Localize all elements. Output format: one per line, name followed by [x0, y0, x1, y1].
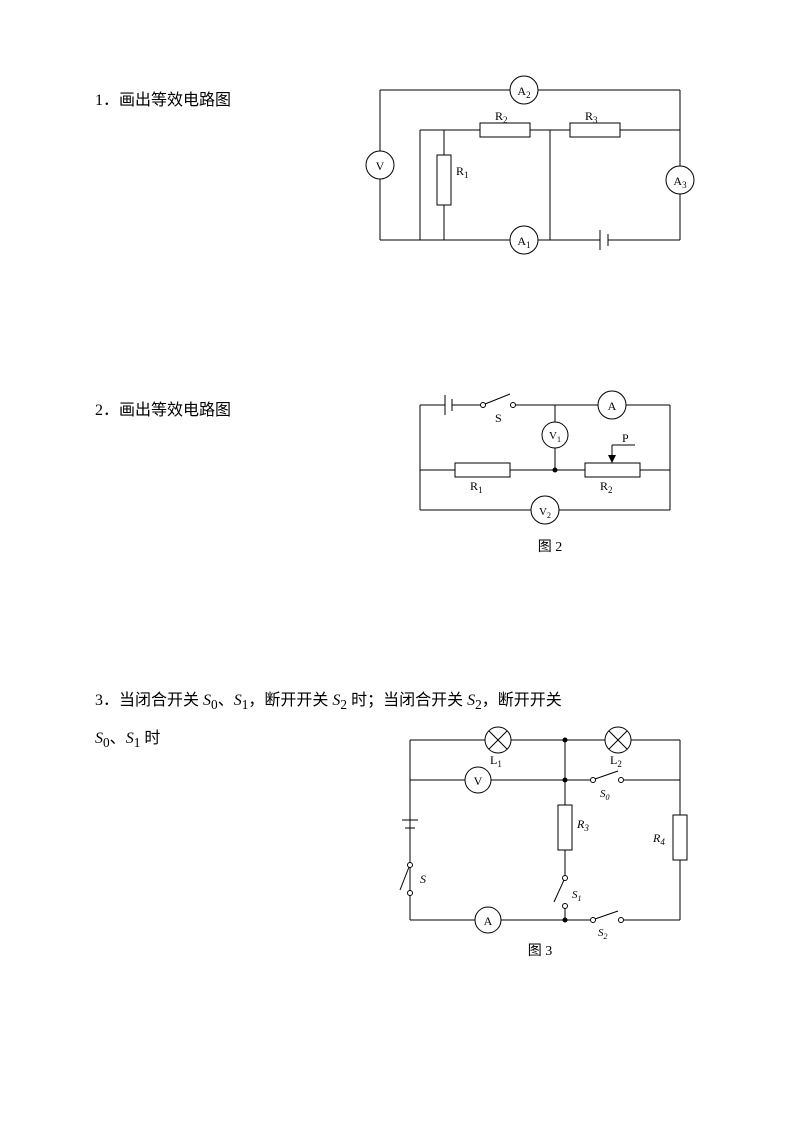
v-label: V	[474, 774, 483, 788]
s1-label: S1	[572, 889, 582, 903]
problem2-body: 画出等效电路图	[119, 402, 231, 419]
l1-label: L1	[490, 753, 502, 769]
s0-label: S0	[600, 788, 610, 802]
circuit3-diagram: L1 L2 V S0 R3 R4 S A S1 S2	[390, 720, 700, 950]
r2-label: R2	[600, 479, 613, 495]
r1-label: R1	[456, 164, 469, 180]
problem3-number: 3．	[95, 692, 119, 709]
r3-label: R3	[585, 109, 598, 125]
problem3-text-line2: S0、S1 时	[95, 726, 160, 754]
r3-label: R3	[576, 817, 589, 833]
l2-label: L2	[610, 753, 622, 769]
r1-label: R1	[470, 479, 483, 495]
problem2-text: 2．画出等效电路图	[95, 398, 231, 424]
r2-label: R2	[495, 109, 508, 125]
circuit2-diagram: S A V1 P R1 R2 V2	[400, 380, 690, 555]
problem2-number: 2．	[95, 402, 119, 419]
problem3-text: 3．当闭合开关 S0、S1，断开开关 S2 时；当闭合开关 S2，断开开关	[95, 688, 695, 716]
problem1-text: 1．画出等效电路图	[95, 88, 231, 114]
s-label: S	[420, 872, 426, 886]
r4-label: R4	[652, 831, 665, 847]
a-label: A	[484, 914, 493, 928]
a-label: A	[608, 399, 617, 413]
s-label: S	[495, 411, 502, 425]
problem1-body: 画出等效电路图	[119, 92, 231, 109]
s2-label: S2	[598, 927, 608, 941]
figure3-caption: 图 3	[510, 940, 570, 960]
circuit1-diagram: A2 V A3 A1 R2 R3 R1	[360, 70, 700, 265]
p-label: P	[622, 431, 629, 445]
figure2-caption: 图 2	[520, 536, 580, 556]
v-label: V	[376, 159, 385, 173]
problem1-number: 1．	[95, 92, 119, 109]
